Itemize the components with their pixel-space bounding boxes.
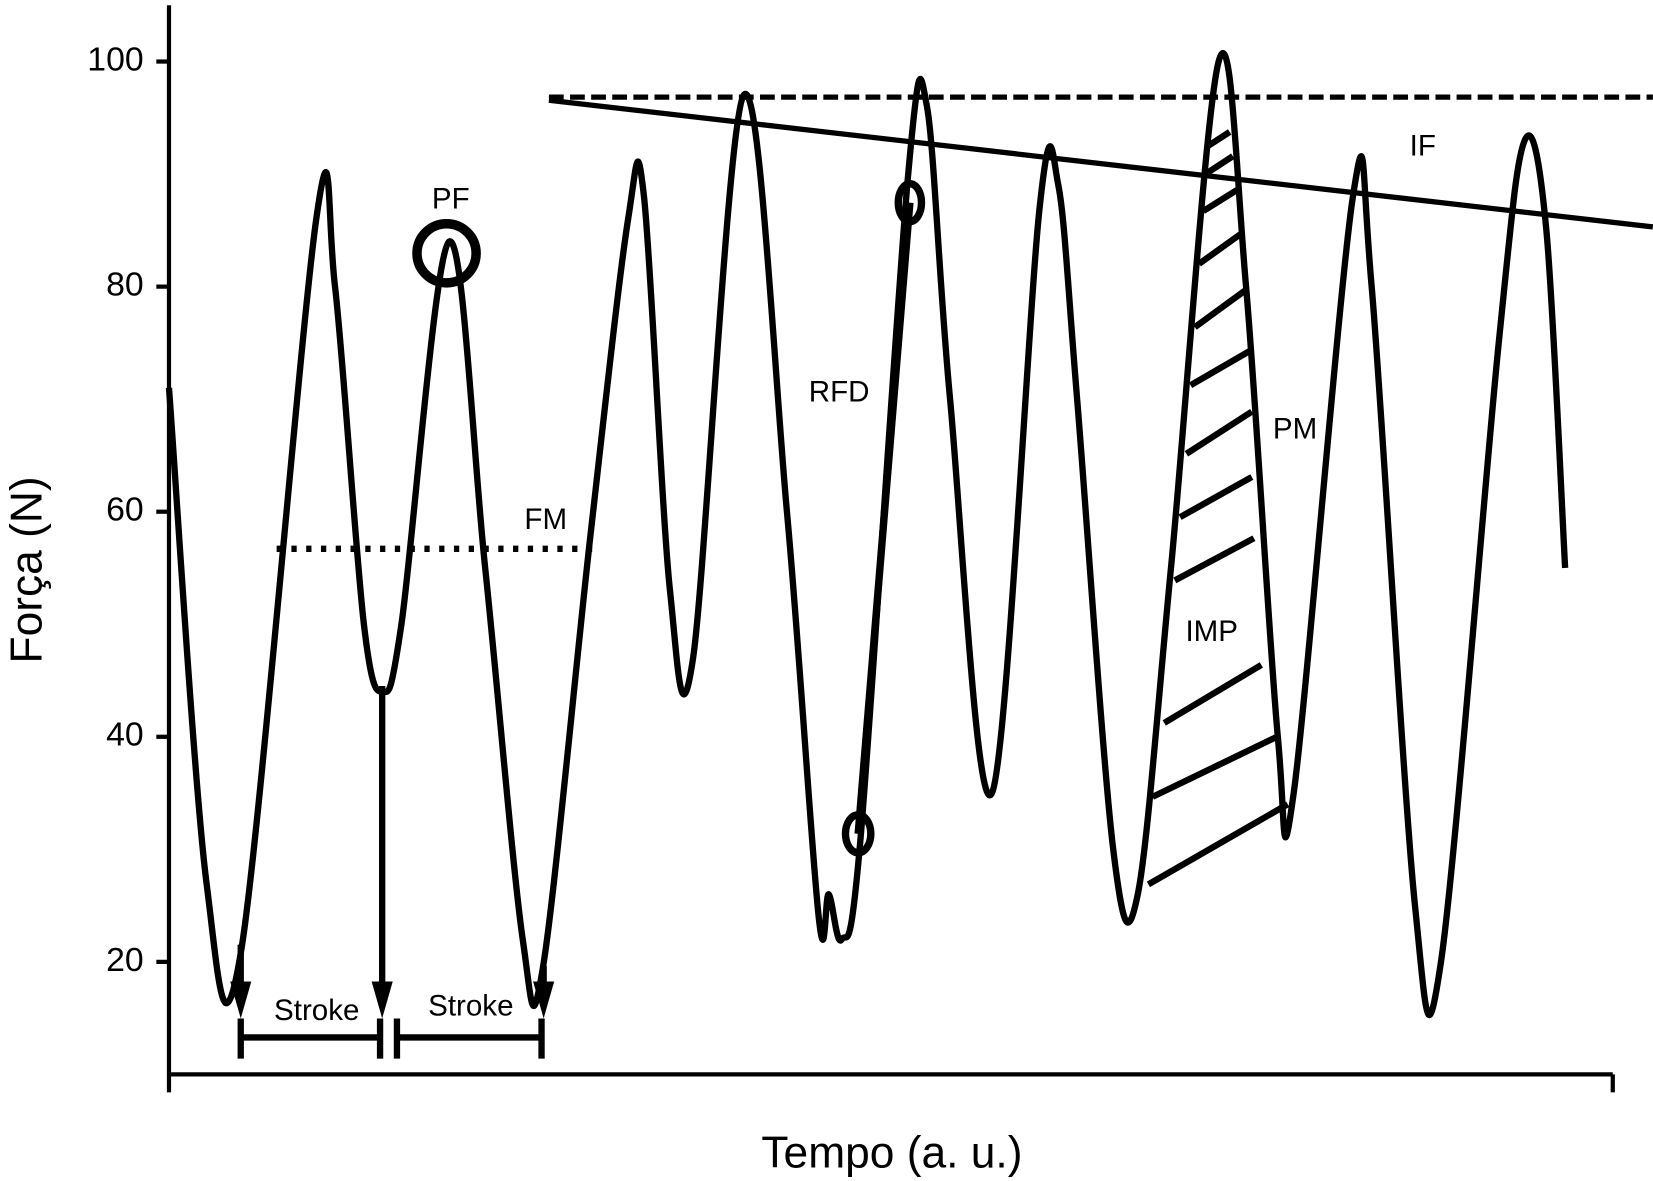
annotation: PM bbox=[1273, 412, 1317, 445]
annotation: RFD bbox=[809, 375, 870, 408]
x-axis-label: Tempo (a. u.) bbox=[761, 1128, 1022, 1177]
peak-circle bbox=[412, 218, 481, 288]
y-tick-label: 60 bbox=[106, 491, 144, 529]
y-tick-label: 20 bbox=[106, 941, 144, 979]
y-tick-label: 80 bbox=[106, 266, 144, 304]
force-line bbox=[165, 50, 1569, 1019]
annotation-shapes bbox=[230, 94, 1653, 1059]
y-tick-label: 100 bbox=[87, 40, 143, 78]
annotation: Stroke bbox=[428, 990, 513, 1023]
impulse-hatch bbox=[1146, 129, 1290, 888]
annotation: FM bbox=[524, 503, 567, 536]
annotation: IF bbox=[1410, 130, 1436, 163]
y-axis-label: Força (N) bbox=[2, 476, 51, 663]
y-tick-label: 40 bbox=[106, 716, 144, 754]
trend-line bbox=[548, 97, 1653, 230]
annotation: PF bbox=[432, 182, 470, 215]
annotation: Stroke bbox=[274, 994, 359, 1027]
annotation: IMP bbox=[1185, 615, 1238, 648]
